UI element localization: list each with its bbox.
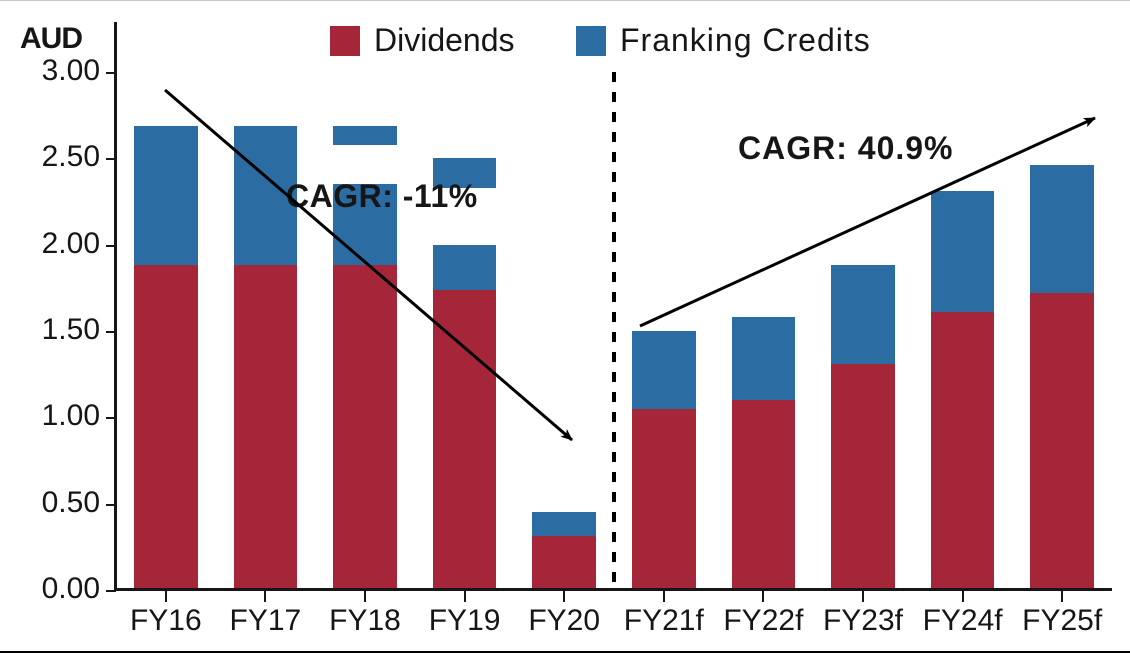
x-tick-label: FY16	[116, 604, 216, 638]
y-tick-label: 0.00	[42, 572, 100, 606]
x-tick-mark	[563, 590, 565, 602]
x-tick-label: FY19	[415, 604, 515, 638]
x-tick-mark	[663, 590, 665, 602]
legend-swatch-dividends	[330, 26, 360, 56]
plot-area	[116, 72, 1112, 590]
legend-label-franking: Franking Credits	[620, 22, 871, 59]
legend-swatch-franking	[576, 26, 606, 56]
bar-dividends	[831, 364, 895, 590]
bar-dividends	[632, 409, 696, 590]
x-tick-mark	[165, 590, 167, 602]
bar-dividends	[931, 312, 995, 590]
bar-franking	[1030, 165, 1094, 293]
x-tick-mark	[762, 590, 764, 602]
x-tick-label: FY18	[315, 604, 415, 638]
x-tick-mark	[364, 590, 366, 602]
x-tick-mark	[264, 590, 266, 602]
bar-dividends	[732, 400, 796, 590]
x-tick-mark	[862, 590, 864, 602]
x-axis-line	[114, 588, 1112, 591]
bar-franking	[632, 331, 696, 409]
bar-franking	[831, 265, 895, 363]
x-tick-label: FY23f	[813, 604, 913, 638]
bar-franking	[134, 126, 198, 266]
cagr-left-label: CAGR: -11%	[286, 178, 478, 215]
x-tick-label: FY17	[215, 604, 315, 638]
y-tick-label: 0.50	[42, 486, 100, 520]
bar-dividends	[234, 265, 298, 590]
bar-dividends	[532, 536, 596, 590]
y-tick-label: 3.00	[42, 54, 100, 88]
bar-dividends	[134, 265, 198, 590]
cagr-right-label: CAGR: 40.9%	[738, 130, 954, 167]
y-tick-label: 1.50	[42, 313, 100, 347]
y-tick-label: 1.00	[42, 399, 100, 433]
legend-label-dividends: Dividends	[374, 22, 515, 59]
x-tick-label: FY21f	[614, 604, 714, 638]
y-axis-line	[114, 22, 117, 590]
bar-franking	[931, 191, 995, 312]
x-tick-label: FY20	[514, 604, 614, 638]
bar-franking	[732, 317, 796, 400]
y-tick-label: 2.50	[42, 140, 100, 174]
y-axis-title: AUD	[20, 22, 82, 56]
x-tick-mark	[962, 590, 964, 602]
x-tick-label: FY25f	[1012, 604, 1112, 638]
bar-dividends	[433, 290, 497, 590]
x-tick-mark	[1061, 590, 1063, 602]
y-tick-label: 2.00	[42, 227, 100, 261]
bar-dividends	[1030, 293, 1094, 590]
x-tick-label: FY22f	[713, 604, 813, 638]
x-tick-label: FY24f	[913, 604, 1013, 638]
dividends-franking-chart: AUD Dividends Franking Credits 0.00 0.50 1…	[0, 0, 1130, 653]
bar-dividends	[333, 265, 397, 590]
bar-franking	[532, 512, 596, 536]
x-tick-mark	[464, 590, 466, 602]
